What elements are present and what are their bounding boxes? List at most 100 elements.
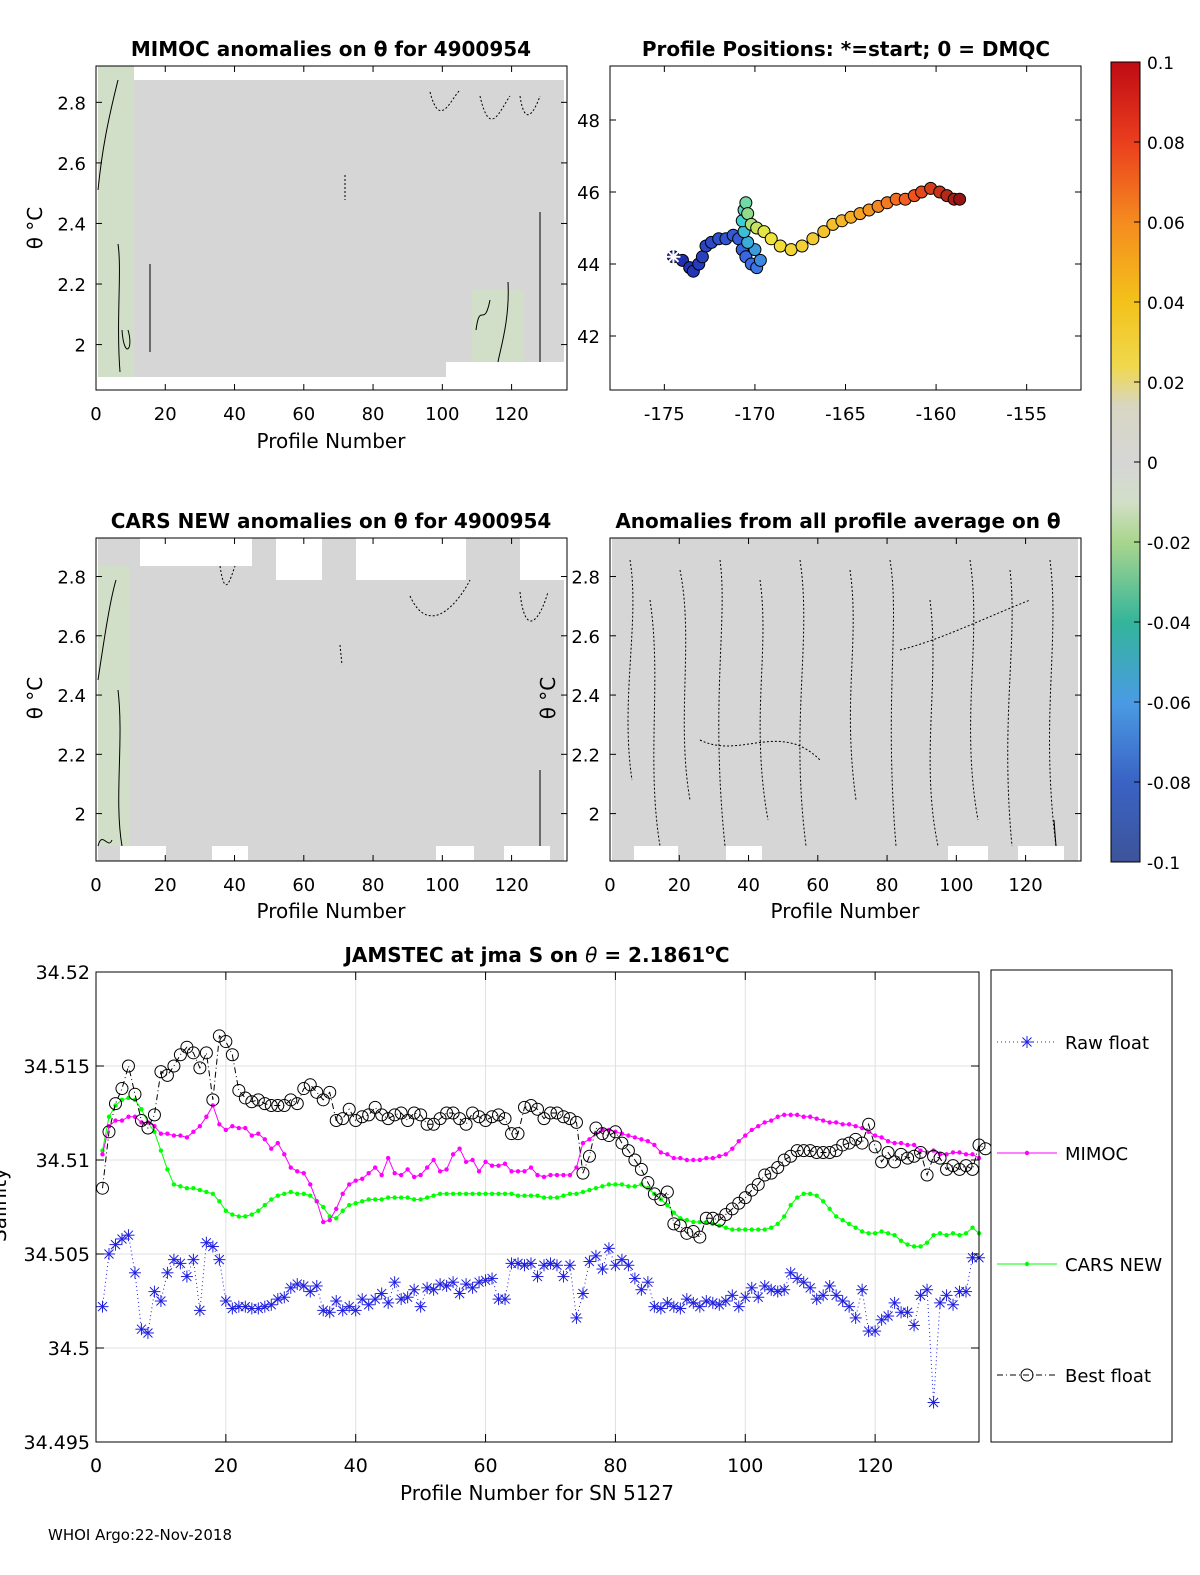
point-cars-new — [593, 1186, 599, 1191]
point-cars-new — [418, 1197, 423, 1202]
colorbar-tick-label: 0.04 — [1147, 294, 1185, 314]
point-mimoc — [580, 1140, 586, 1146]
cars-nan-bottom3 — [436, 846, 474, 860]
point-cars-new — [769, 1225, 774, 1230]
point-raw-float — [330, 1295, 343, 1307]
point-mimoc — [840, 1122, 845, 1127]
y-tick-label: 2.8 — [571, 568, 600, 589]
star-stroke — [844, 1301, 855, 1312]
star-stroke — [740, 1292, 751, 1303]
point-cars-new — [502, 1191, 508, 1197]
point-best-float — [108, 1097, 122, 1111]
star-stroke — [448, 1277, 458, 1288]
point-mimoc — [126, 1114, 131, 1119]
colorbar: 0.1 0.08 0.06 0.04 0.02 0 -0.02 -0.04 -0.06 -0.08… — [1110, 54, 1191, 874]
point-best-float — [472, 1110, 486, 1124]
star-stroke — [253, 1303, 264, 1314]
cars-contour-dotted — [219, 565, 549, 666]
x-tick-label: 0 — [90, 1455, 102, 1477]
point-mimoc — [334, 1206, 339, 1212]
point-cars-new — [918, 1244, 923, 1249]
point-mimoc — [658, 1150, 664, 1155]
point-cars-new — [528, 1193, 534, 1198]
point-best-float — [264, 1098, 278, 1112]
point-raw-float — [641, 1276, 654, 1289]
star-stroke — [785, 1267, 796, 1278]
point-cars-new — [924, 1240, 930, 1245]
point-cars-new — [256, 1208, 261, 1213]
star-stroke — [480, 1275, 491, 1286]
series-mimoc — [100, 1103, 982, 1225]
point-best-float — [290, 1097, 304, 1111]
profile-position — [739, 196, 753, 210]
point-best-float — [654, 1192, 668, 1206]
point-best-float — [543, 1106, 557, 1120]
point-cars-new — [334, 1216, 339, 1221]
point-raw-float — [109, 1238, 122, 1251]
point-cars-new — [139, 1107, 144, 1112]
legend-marker-raw-float — [1021, 1036, 1033, 1048]
y-tick-label: 2 — [589, 805, 600, 826]
point-raw-float — [713, 1298, 726, 1311]
star-stroke — [909, 1320, 919, 1331]
point-raw-float — [174, 1257, 187, 1270]
star-stroke — [857, 1284, 867, 1295]
point-cars-new — [366, 1197, 371, 1202]
point-mimoc — [217, 1122, 222, 1127]
point-best-float — [479, 1114, 493, 1128]
point-cars-new — [470, 1191, 475, 1197]
point-mimoc — [762, 1120, 767, 1125]
y-tick-label: 2.4 — [57, 686, 86, 707]
x-tick-label: 0 — [90, 404, 101, 425]
point-best-float — [556, 1110, 570, 1124]
point-mimoc — [814, 1116, 819, 1121]
start-marker — [666, 249, 681, 264]
point-raw-float — [934, 1296, 947, 1309]
point-mimoc — [288, 1165, 293, 1170]
point-best-float — [459, 1117, 473, 1131]
point-cars-new — [275, 1193, 280, 1198]
point-cars-new — [678, 1216, 683, 1221]
positions-axis-ticks: -175 -170 -165 -160 -155 42 44 46 48 — [577, 66, 1081, 425]
point-best-float — [381, 1112, 395, 1126]
cars-ylabel: θ °C — [23, 677, 47, 720]
point-cars-new — [372, 1197, 378, 1202]
cars-anomaly-title: CARS NEW anomalies on θ for 4900954 — [111, 509, 552, 533]
star-stroke — [130, 1267, 140, 1278]
mimoc-anomaly-panel: MIMOC anomalies on θ for 4900954 0 20 40 60… — [23, 37, 568, 453]
point-mimoc — [379, 1172, 384, 1178]
jamstec-title-prefix: JAMSTEC at jma S on — [342, 943, 585, 967]
point-raw-float — [635, 1283, 648, 1296]
point-raw-float — [362, 1298, 375, 1311]
point-cars-new — [204, 1189, 209, 1195]
x-tick-label: -175 — [644, 404, 685, 425]
point-raw-float — [687, 1296, 700, 1309]
mimoc-nan-top4 — [466, 66, 564, 80]
star-stroke — [597, 1264, 608, 1274]
colorbar-ticks: 0.1 0.08 0.06 0.04 0.02 0 -0.02 -0.04 -0.06 -0.08… — [1134, 54, 1191, 874]
point-cars-new — [743, 1227, 748, 1232]
x-tick-label: 100 — [939, 875, 973, 896]
point-mimoc — [833, 1120, 839, 1125]
profile-position — [773, 239, 787, 253]
point-raw-float — [219, 1295, 232, 1307]
point-mimoc — [489, 1163, 495, 1168]
cars-xlabel: Profile Number — [257, 899, 407, 923]
point-raw-float — [265, 1298, 278, 1311]
point-mimoc — [567, 1172, 573, 1178]
star-stroke — [532, 1271, 543, 1282]
mimoc-axes-box — [95, 65, 568, 391]
jamstec-panel: JAMSTEC at jma S on θ = 2.1861oC 0 20 40 60… — [0, 942, 992, 1505]
legend-item-mimoc: MIMOC — [997, 1144, 1128, 1165]
mimoc-xlabel: Profile Number — [257, 429, 407, 453]
point-best-float — [875, 1155, 889, 1169]
x-tick-label: 120 — [857, 1455, 893, 1477]
y-tick-label: 2 — [75, 336, 86, 357]
point-mimoc — [892, 1140, 897, 1146]
point-cars-new — [522, 1193, 527, 1198]
star-stroke — [344, 1301, 355, 1312]
point-raw-float — [148, 1285, 161, 1298]
x-tick-label: 60 — [292, 404, 315, 425]
star-stroke — [714, 1299, 725, 1310]
point-best-float — [310, 1085, 324, 1099]
